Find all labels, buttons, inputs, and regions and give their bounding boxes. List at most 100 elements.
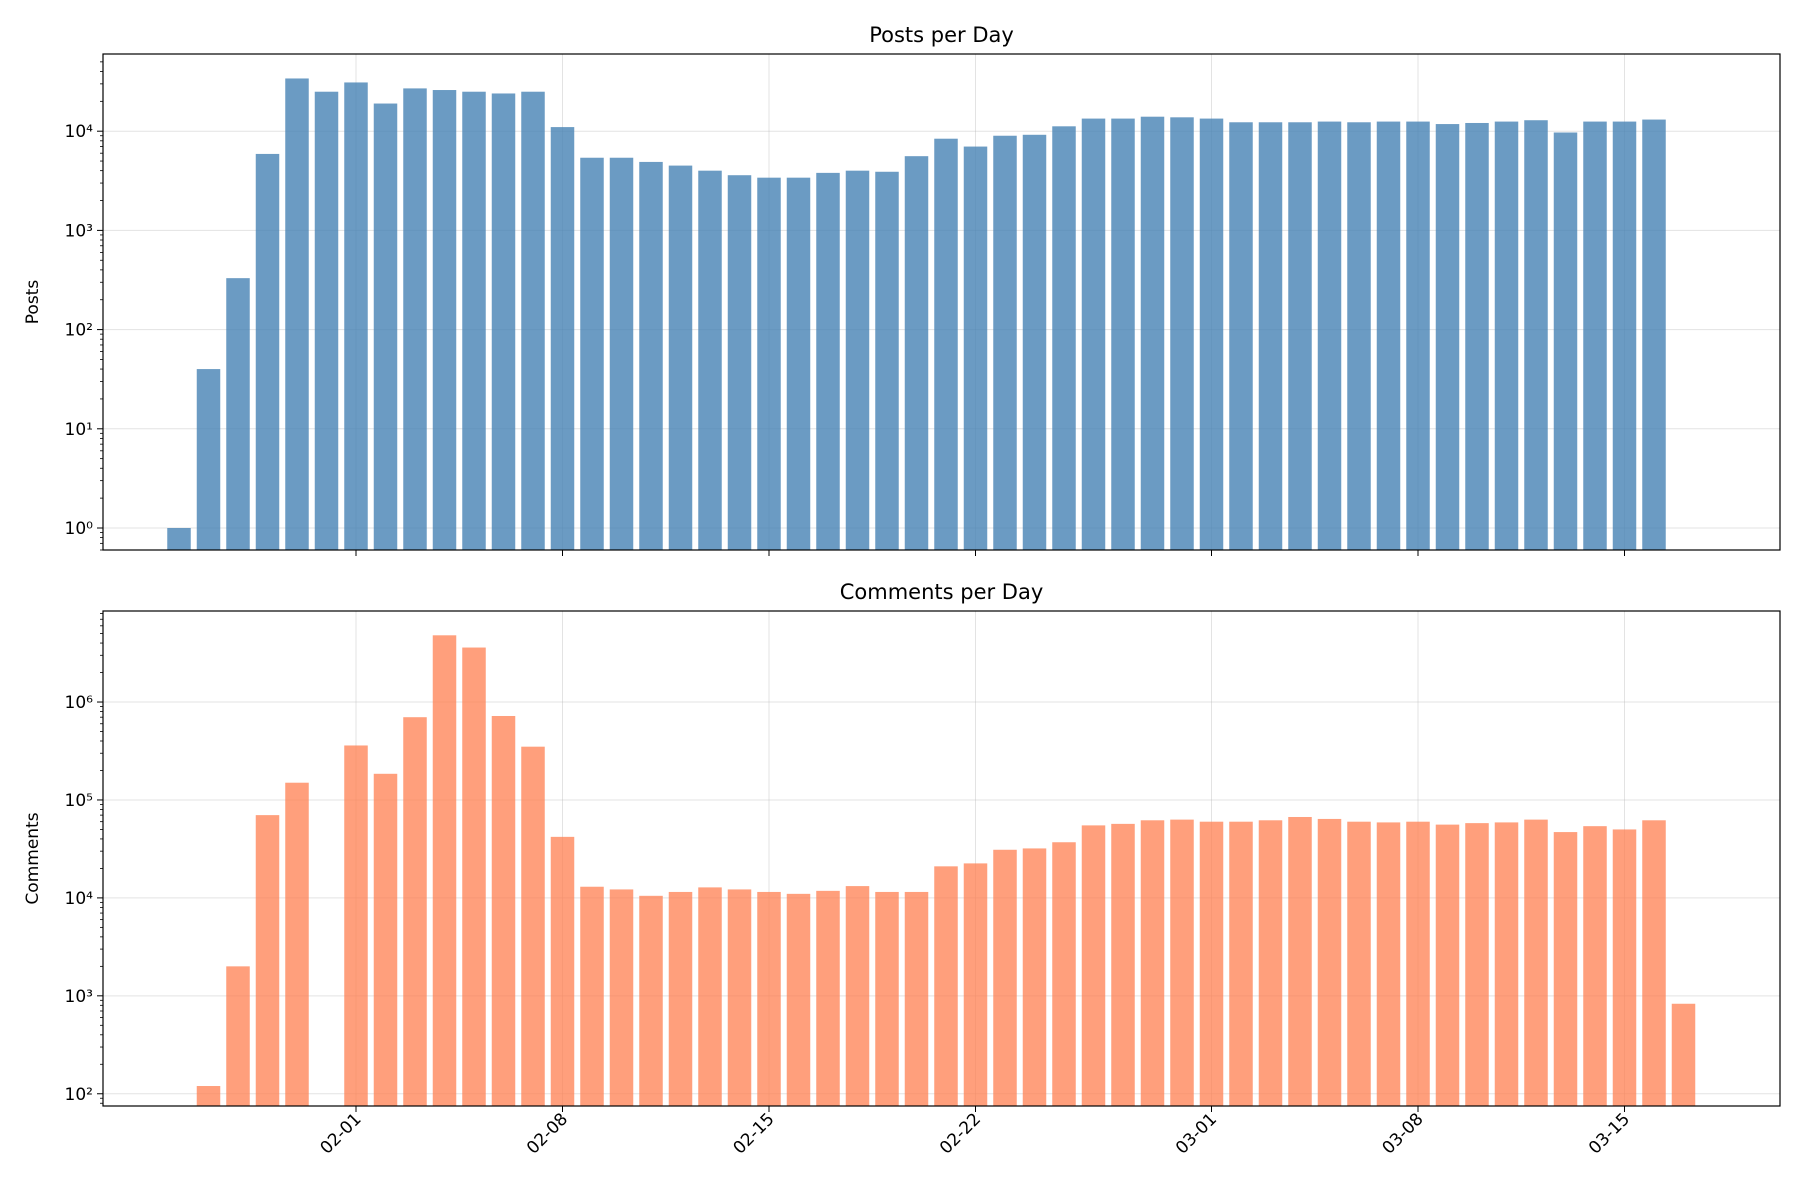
bar (1553, 832, 1578, 1106)
x-tick-label: 02-01 (316, 1109, 365, 1158)
bar (580, 886, 604, 1106)
bar (993, 849, 1017, 1106)
bar (1140, 116, 1165, 550)
bar (1022, 848, 1047, 1106)
bar (462, 91, 486, 551)
bar (285, 78, 309, 550)
bar (344, 82, 368, 550)
bar (1052, 842, 1076, 1106)
bar (993, 135, 1017, 550)
bar (875, 171, 899, 551)
bar (639, 895, 663, 1106)
bar (521, 91, 545, 551)
bar (1170, 117, 1194, 551)
bar (1494, 822, 1519, 1106)
bar (432, 90, 457, 550)
bar (934, 138, 958, 550)
bar (521, 746, 545, 1106)
bar (403, 88, 427, 551)
bar (963, 863, 988, 1106)
bar (786, 177, 811, 550)
bar (1081, 118, 1106, 551)
bar (786, 893, 811, 1106)
bar (845, 886, 870, 1106)
bar (609, 889, 634, 1106)
bar (727, 889, 752, 1106)
y-tick-label: 10² (65, 1085, 93, 1105)
bar (904, 891, 929, 1106)
x-tick-label: 02-22 (936, 1109, 985, 1158)
bar (1524, 120, 1548, 550)
y-tick-label: 10⁰ (65, 519, 94, 539)
bar (934, 866, 958, 1106)
bar (1258, 122, 1283, 550)
plot-frame (102, 53, 1781, 551)
bar (1199, 821, 1224, 1106)
bar (698, 887, 722, 1106)
x-tick-label: 03-08 (1378, 1109, 1427, 1158)
bar (344, 745, 368, 1106)
x-tick-label: 02-15 (729, 1109, 778, 1158)
y-axis-label: Posts (23, 280, 43, 325)
bar (1524, 819, 1548, 1106)
bar (403, 717, 427, 1106)
bar (314, 91, 339, 551)
bar (226, 278, 250, 550)
bar (255, 153, 280, 551)
bar (1081, 825, 1106, 1106)
bar (196, 369, 221, 550)
bar (1052, 126, 1076, 550)
bar (1199, 118, 1224, 551)
bar (1288, 816, 1312, 1106)
bar (757, 891, 781, 1106)
y-tick-label: 10⁴ (65, 889, 94, 909)
chart-title: Posts per Day (869, 23, 1014, 47)
bar (963, 146, 988, 550)
bar (226, 966, 250, 1106)
bar (1229, 821, 1253, 1106)
bar (491, 715, 516, 1106)
bar (1435, 824, 1460, 1106)
bar (1258, 820, 1283, 1106)
bar (1317, 818, 1342, 1106)
bar (816, 172, 840, 551)
bar (491, 93, 516, 550)
bar (1022, 134, 1047, 550)
bar (580, 157, 604, 550)
bar (255, 815, 280, 1106)
bar (1612, 829, 1637, 1106)
y-axis-label: Comments (23, 812, 43, 904)
bar (727, 175, 752, 550)
bar (698, 170, 722, 550)
bar (668, 165, 693, 550)
y-tick-label: 10³ (65, 221, 93, 241)
bar (1376, 121, 1401, 550)
y-tick-label: 10⁵ (65, 791, 93, 811)
bar (1406, 821, 1430, 1106)
bar (1642, 820, 1666, 1106)
bar (373, 103, 398, 550)
bar (1140, 820, 1165, 1106)
bar (1583, 826, 1607, 1106)
bar (1376, 822, 1401, 1106)
bar (1583, 121, 1607, 550)
bar (845, 170, 870, 550)
chart-panel-2: 10² 10³ 10⁴ 10⁵ 10⁶ 02-01 02-08 02-15 02-22 03-01… (23, 580, 1781, 1158)
x-tick-label: 03-15 (1585, 1109, 1634, 1158)
bar (1111, 118, 1135, 551)
bar (1465, 823, 1489, 1106)
bar (1347, 122, 1371, 550)
bar (1317, 121, 1342, 550)
bar (462, 647, 486, 1106)
bar (904, 156, 929, 550)
bar (668, 891, 693, 1106)
chart-title: Comments per Day (840, 580, 1044, 604)
bar (1435, 124, 1460, 550)
y-tick-label: 10⁴ (65, 122, 94, 142)
bar (432, 635, 457, 1106)
y-tick-label: 10³ (65, 987, 93, 1007)
bar (1465, 122, 1489, 551)
bar (1406, 121, 1430, 550)
x-tick-label: 03-01 (1172, 1109, 1221, 1158)
